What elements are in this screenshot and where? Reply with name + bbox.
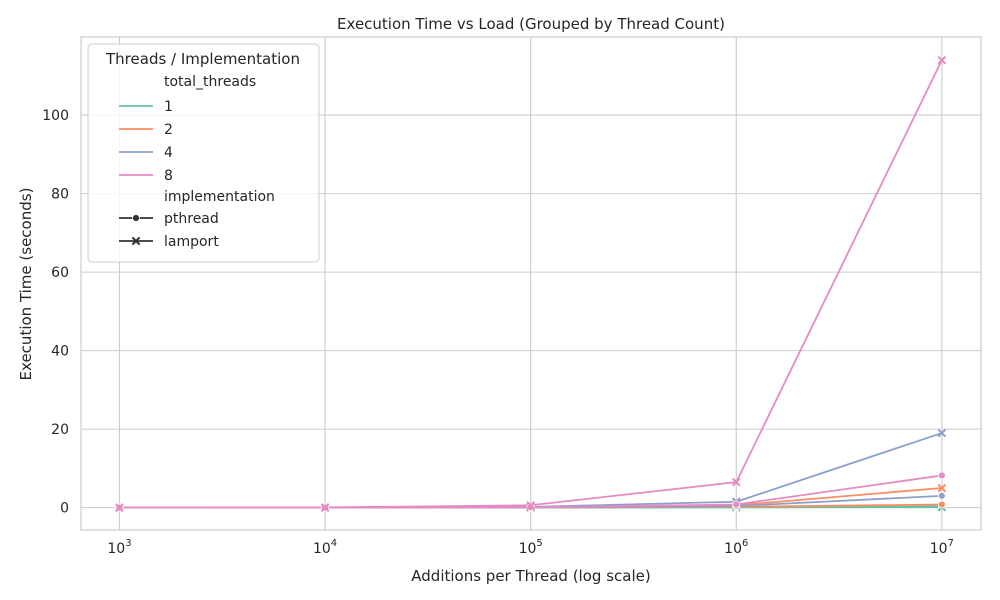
plot-frame <box>80 36 982 531</box>
data-point-8-lamport <box>321 503 330 512</box>
chart-title: Execution Time vs Load (Grouped by Threa… <box>337 15 725 33</box>
y-tick-labels: 0 20 40 60 80 100 <box>42 108 69 517</box>
y-tick-label: 80 <box>51 187 69 203</box>
y-tick-label: 0 <box>60 501 69 517</box>
data-point-8-lamport <box>937 56 946 65</box>
legend-label: 2 <box>164 122 173 138</box>
legend-title: Threads / Implementation <box>105 50 300 68</box>
legend-hue-header: total_threads <box>164 74 256 90</box>
data-point-8-pthread <box>937 471 946 480</box>
data-point-2-pthread <box>937 500 946 509</box>
x-tick-label: 104 <box>313 538 337 557</box>
legend-thread-entries: 1 2 4 8 <box>119 99 173 184</box>
series-markers <box>115 56 946 512</box>
data-point-8-pthread <box>526 503 535 512</box>
legend-label: 1 <box>164 99 173 115</box>
x-tick-label: 103 <box>107 538 131 557</box>
data-point-8-lamport <box>732 478 741 487</box>
legend-marker-lamport <box>132 237 140 245</box>
x-tick-label: 105 <box>519 538 543 557</box>
x-tick-label: 106 <box>724 538 748 557</box>
legend-label: lamport <box>164 234 219 250</box>
data-point-4-lamport <box>937 429 946 438</box>
x-tick-labels: 103 104 105 106 107 <box>107 538 954 557</box>
y-tick-label: 20 <box>51 422 69 438</box>
legend-label: 8 <box>164 168 173 184</box>
legend-box <box>87 43 320 263</box>
legend-style-header: implementation <box>164 189 275 205</box>
data-point-8-pthread <box>732 500 741 509</box>
y-tick-label: 40 <box>51 344 69 360</box>
legend: Threads / Implementation total_threads 1… <box>87 43 320 263</box>
data-point-2-lamport <box>937 484 946 493</box>
data-point-8-lamport <box>115 503 124 512</box>
y-tick-label: 60 <box>51 265 69 281</box>
legend-marker-pthread <box>132 214 140 222</box>
legend-label: pthread <box>164 211 219 227</box>
legend-label: 4 <box>164 145 173 161</box>
x-axis-title: Additions per Thread (log scale) <box>411 567 650 585</box>
data-point-8-lamport <box>526 501 535 510</box>
data-point-4-pthread <box>937 491 946 500</box>
x-tick-label: 107 <box>930 538 954 557</box>
grid <box>81 37 981 530</box>
legend-implementation-entries: pthread lamport <box>119 211 219 250</box>
y-axis-title: Execution Time (seconds) <box>17 188 35 381</box>
y-tick-label: 100 <box>42 108 69 124</box>
